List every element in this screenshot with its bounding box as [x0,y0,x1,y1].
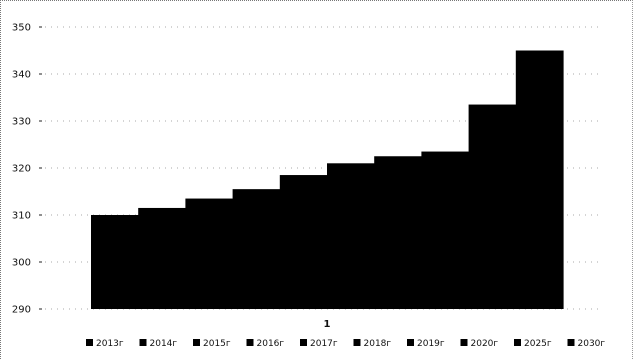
legend-item: 2019г [407,339,445,349]
legend-swatch [193,339,200,346]
y-tick-label: 310 [12,211,31,222]
x-axis: 1 [324,319,331,330]
legend-label: 2020г [471,339,499,349]
legend: 2013г 2014г 2015г 2016г 2017г 2018г 2019г 2020г… [86,339,605,349]
legend-swatch [514,339,521,346]
legend-label: 2018г [364,339,392,349]
bar [91,215,139,309]
legend-swatch [86,339,93,346]
legend-item: 2018г [353,339,392,349]
y-tick-label: 350 [12,23,31,34]
legend-label: 2016г [257,339,285,349]
legend-item: 2017г [300,339,338,349]
bars [91,50,564,309]
bar [421,151,470,309]
legend-swatch [246,339,254,346]
bar [138,207,186,309]
x-category-label: 1 [324,319,331,330]
legend-label: 2013г [96,339,124,349]
legend-label: 2014г [150,339,178,349]
bar [185,198,234,309]
bar [468,104,517,309]
y-tick-label: 340 [12,70,31,81]
y-axis: 290 300 310 320 330 340 350 [12,23,42,316]
legend-swatch [567,339,575,346]
legend-item: 2014г [139,339,178,349]
legend-swatch [407,339,414,346]
bar [232,189,281,309]
y-tick-label: 320 [12,164,31,175]
legend-label: 2025г [524,339,552,349]
legend-item: 2020г [460,339,499,349]
legend-item: 2015г [193,339,231,349]
legend-label: 2019г [417,339,445,349]
bar [327,163,375,309]
legend-item: 2013г [86,339,124,349]
legend-swatch [353,339,361,346]
y-tick-label: 330 [12,117,31,128]
legend-label: 2030г [578,339,606,349]
bar [374,156,422,309]
legend-item: 2016г [246,339,285,349]
y-tick-label: 290 [12,305,31,316]
bar [279,175,328,309]
legend-item: 2025г [514,339,552,349]
legend-swatch [460,339,468,346]
bar [515,50,564,309]
legend-label: 2017г [310,339,338,349]
y-tick-label: 300 [12,258,31,269]
legend-swatch [300,339,307,346]
legend-label: 2015г [203,339,231,349]
legend-item: 2030г [567,339,606,349]
legend-swatch [139,339,147,346]
